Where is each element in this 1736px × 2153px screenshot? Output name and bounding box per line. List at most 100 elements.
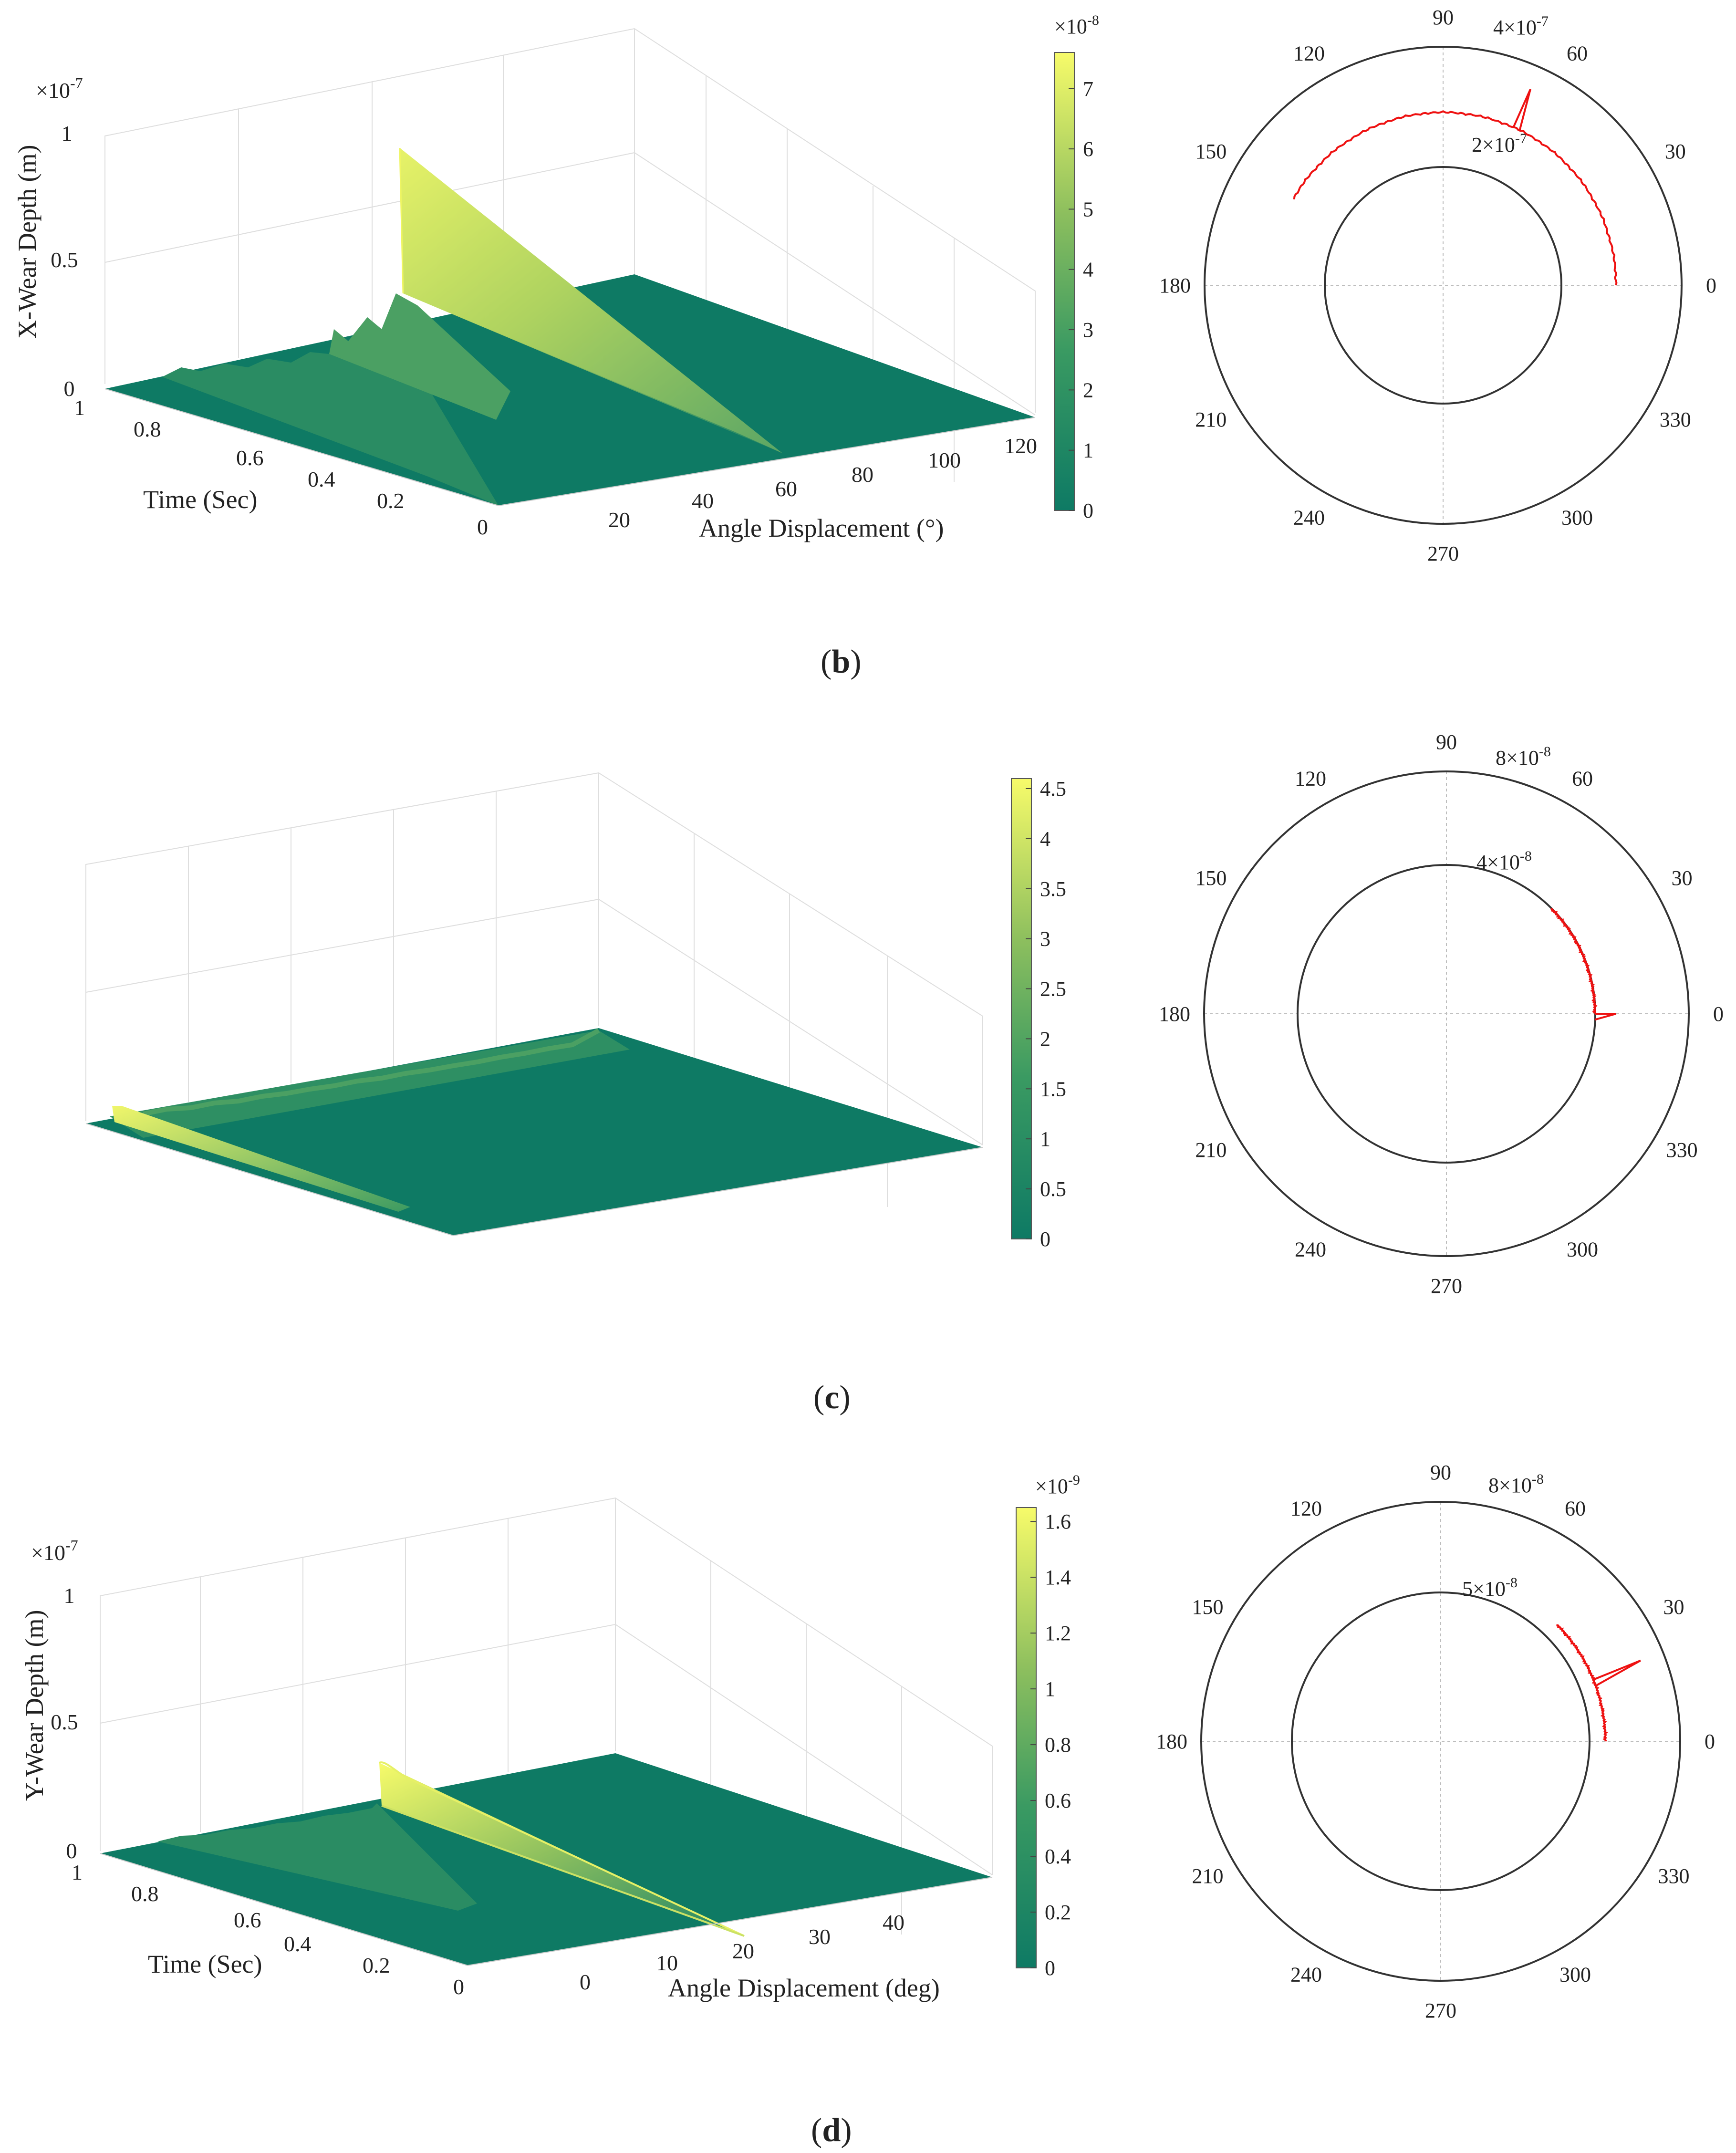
panel-c-polar-radial-label: 8×10-8 — [1496, 744, 1551, 770]
panel-d-y-tick: 0 — [453, 1975, 464, 1999]
panel-b-y-label: Time (Sec) — [143, 485, 258, 514]
panel-c-yellow-ridge — [112, 1106, 410, 1212]
panel-b-polar-angle-label: 90 — [1433, 6, 1454, 29]
panel-b-colorbar-tick-label: 5 — [1083, 198, 1093, 221]
panel-b-polar-angle-label: 150 — [1195, 140, 1227, 163]
panel-d-polar-angle-label: 210 — [1192, 1864, 1224, 1888]
panel-b-x-label: Angle Displacement (°) — [699, 514, 944, 542]
panel-c-grid — [85, 772, 983, 1207]
panel-b-z-label: X-Wear Depth (m) — [13, 145, 42, 339]
panel-c-polar-spike — [1594, 1013, 1617, 1021]
panel-c-polar-angle-label: 30 — [1672, 866, 1693, 890]
panel-b-polar-trace — [1293, 110, 1618, 286]
panel-c-polar-angle-label: 0 — [1713, 1002, 1724, 1026]
panel-b-polar-angle-label: 210 — [1195, 408, 1227, 431]
panel-d-z-tick: 0.5 — [51, 1710, 78, 1734]
panel-b-polar-inner-circle — [1324, 166, 1562, 405]
panel-d-colorbar-tick-label: 0.6 — [1045, 1789, 1071, 1812]
panel-b-x-tick: 100 — [928, 448, 961, 472]
panel-c-polar-angle-label: 270 — [1431, 1274, 1462, 1298]
panel-d-colorbar-ticks: 0 0.2 0.4 0.6 0.8 1 1.2 1.4 1.6 — [1030, 1510, 1071, 1980]
panel-d-y-tick: 0.6 — [234, 1908, 261, 1932]
panel-c-colorbar-ticks: 0 0.5 1 1.5 2 2.5 3 3.5 4 4.5 — [1026, 777, 1066, 1251]
panel-b-ridge-small — [162, 293, 499, 506]
panel-d-polar-angle-label: 180 — [1156, 1730, 1187, 1753]
panel-d-polar-angle-label: 60 — [1565, 1497, 1586, 1520]
panel-c-polar-angle-label: 300 — [1567, 1238, 1598, 1261]
panel-b-polar-outer-circle — [1204, 46, 1683, 525]
panel-c-polar-angle-label: 240 — [1295, 1238, 1326, 1261]
panel-b-colorbar-tick-label: 7 — [1083, 77, 1093, 101]
panel-b-surface-base — [105, 274, 1035, 506]
panel-c-polar-radial-label: 4×10-8 — [1476, 848, 1532, 874]
panel-b-polar-angle-label: 0 — [1706, 274, 1716, 297]
panel-d-polar-angle-label: 240 — [1290, 1963, 1322, 1986]
panel-b-z-tick: 0 — [64, 376, 75, 401]
panel-d-polar-trace — [1556, 1624, 1608, 1742]
panel-d-colorbar-tick-label: 0.2 — [1045, 1901, 1071, 1924]
panel-b-polar-radial-label: 2×10-7 — [1472, 131, 1527, 156]
panel-b-polar-angle-label: 30 — [1665, 140, 1686, 163]
panel-d-polar-angle-label: 300 — [1559, 1963, 1591, 1986]
panel-d-polar-outer-circle — [1200, 1501, 1681, 1982]
panel-d-grid — [100, 1497, 993, 1935]
panel-b-y-tick: 0.4 — [308, 467, 335, 491]
panel-b-colorbar-ramp — [1054, 52, 1075, 511]
panel-d-x-tick: 30 — [809, 1924, 831, 1949]
panel-b-polar-angle-label: 60 — [1567, 42, 1588, 65]
panel-d-z-tick: 1 — [64, 1583, 75, 1608]
panel-d-polar-angle-label: 90 — [1430, 1461, 1451, 1484]
panel-d-polar-angle-label: 270 — [1425, 1999, 1456, 2022]
panel-c-polar-angle-label: 60 — [1572, 767, 1593, 790]
panel-c-colorbar-ramp — [1011, 778, 1032, 1239]
panel-b-colorbar-multiplier: ×10-8 — [1054, 12, 1099, 38]
panel-c-colorbar-tick-label: 4.5 — [1040, 777, 1066, 801]
panel-c-colorbar-tick-label: 2 — [1040, 1027, 1050, 1050]
panel-d-polar-plot: 0 30 60 90 120 150 180 210 240 270 300 330 5×10-8 8×1… — [1156, 1461, 1715, 2022]
panel-d-y-tick: 1 — [72, 1860, 83, 1884]
panel-d-polar-angle-label: 120 — [1290, 1497, 1322, 1520]
panel-d-polar-angle-label: 150 — [1192, 1595, 1224, 1619]
panel-label-d: (d) — [811, 2112, 852, 2149]
panel-b-z-tick: 0.5 — [51, 248, 78, 272]
panel-c-polar-outer-circle — [1203, 770, 1690, 1257]
panel-c-colorbar-tick-label: 3.5 — [1040, 877, 1066, 901]
panel-b-polar-spike — [1512, 89, 1531, 131]
panel-d-y-tick: 0.2 — [363, 1953, 390, 1977]
panel-d-y-label: Time (Sec) — [148, 1950, 262, 1978]
panel-c-colorbar: 0 0.5 1 1.5 2 2.5 3 3.5 4 4.5 — [1011, 777, 1066, 1251]
panel-b-polar-plot: 0 30 60 90 120 150 180 210 240 270 300 330 2×10-7 4×1… — [1159, 6, 1716, 565]
panel-b-polar-angle-label: 240 — [1293, 506, 1325, 530]
panel-d-colorbar-multiplier: ×10-9 — [1035, 1472, 1080, 1498]
panel-b-polar-angle-label: 180 — [1159, 274, 1191, 297]
panel-c-colorbar-tick-label: 1.5 — [1040, 1077, 1066, 1101]
panel-b-colorbar-tick-label: 2 — [1083, 378, 1093, 402]
panel-b-polar-angle-label: 120 — [1293, 42, 1325, 65]
panel-d-polar-inner-circle — [1291, 1591, 1590, 1891]
panel-b-colorbar: ×10-8 0 1 2 3 4 5 6 7 — [1054, 12, 1099, 522]
panel-b-x-tick: 80 — [852, 462, 873, 487]
panel-d-x-label: Angle Displacement (deg) — [668, 1974, 940, 2002]
panel-d-x-tick: 40 — [883, 1910, 904, 1935]
panel-c-colorbar-tick-label: 0 — [1040, 1227, 1050, 1251]
panel-c-colorbar-tick-label: 2.5 — [1040, 978, 1066, 1001]
panel-d-polar-radial-label: 8×10-8 — [1488, 1471, 1544, 1497]
panel-b-polar-angle-label: 330 — [1660, 408, 1691, 431]
panel-d-x-tick: 20 — [732, 1939, 754, 1963]
panel-d-x-tick: 10 — [656, 1951, 678, 1975]
panel-d-colorbar-tick-label: 1.4 — [1045, 1566, 1071, 1589]
panel-label-b: (b) — [821, 644, 862, 680]
panel-b-colorbar-tick-label: 1 — [1083, 439, 1093, 462]
panel-label-c: (c) — [813, 1379, 851, 1416]
panel-d-colorbar-tick-label: 1 — [1045, 1677, 1055, 1701]
panel-b-x-tick: 60 — [775, 477, 797, 501]
panel-b-colorbar-tick-label: 4 — [1083, 258, 1093, 281]
panel-b-colorbar-ticks: 0 1 2 3 4 5 6 7 — [1069, 77, 1093, 522]
panel-d-polar-angle-label: 0 — [1705, 1730, 1715, 1753]
panel-b-colorbar-tick-label: 6 — [1083, 137, 1093, 161]
panel-b-z-tick: 1 — [62, 121, 73, 146]
panel-c-colorbar-tick-label: 0.5 — [1040, 1177, 1066, 1201]
panel-c-polar-angle-label: 210 — [1195, 1138, 1227, 1162]
panel-d-polar-angle-label: 30 — [1663, 1595, 1684, 1619]
